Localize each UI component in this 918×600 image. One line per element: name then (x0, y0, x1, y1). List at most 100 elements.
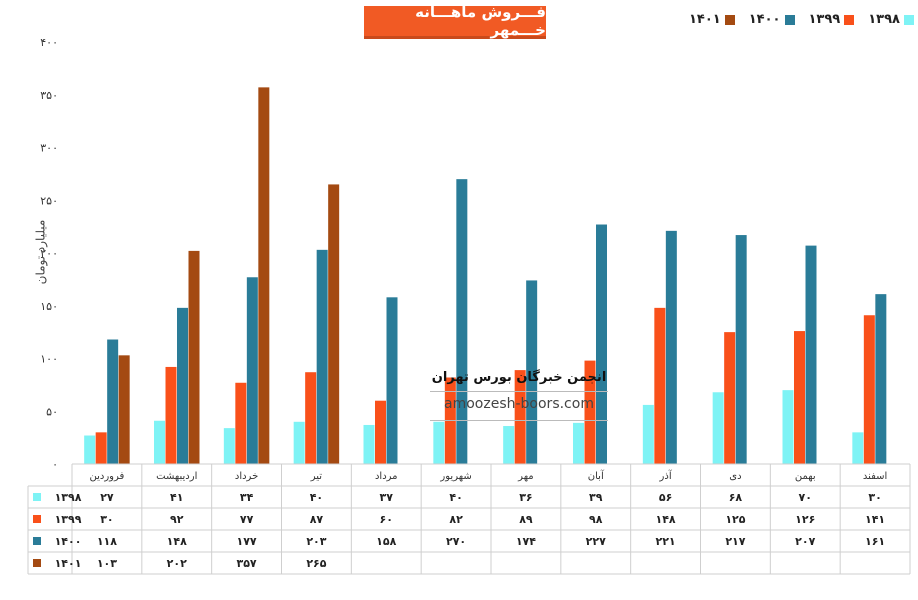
bar-۱۴۰۱-2 (258, 87, 270, 465)
data-label: ۲۰۲ (167, 557, 187, 570)
data-label: ۸۷ (310, 513, 324, 526)
legend: ۱۳۹۸ ۱۳۹۹ ۱۴۰۰ ۱۴۰۱ (689, 12, 914, 27)
bar-۱۴۰۰-3 (316, 249, 328, 464)
x-tick-label: بهمن (795, 471, 816, 482)
x-tick-label: فروردین (90, 471, 125, 482)
data-label: ۵۶ (659, 491, 672, 504)
bar-۱۴۰۱-1 (188, 250, 200, 464)
data-label: ۲۶۵ (306, 557, 326, 570)
table-series-label: ۱۳۹۹ (55, 513, 82, 526)
data-label: ۱۵۸ (376, 535, 396, 548)
bar-۱۳۹۸-8 (642, 404, 654, 464)
data-label: ۳۹ (589, 491, 603, 504)
table-legend-swatch (33, 493, 41, 501)
bar-۱۳۹۹-2 (235, 382, 247, 464)
legend-item-1399: ۱۳۹۹ (809, 12, 855, 27)
data-label: ۷۰ (799, 491, 812, 504)
bar-۱۴۰۰-11 (875, 294, 887, 464)
bar-۱۳۹۸-9 (712, 392, 724, 464)
data-label: ۸۹ (519, 513, 533, 526)
y-tick-label: ۰ (52, 458, 58, 471)
bar-۱۴۰۰-7 (596, 224, 607, 464)
x-tick-label: آبان (588, 469, 605, 482)
data-label: ۲۲۱ (656, 535, 676, 548)
bar-۱۳۹۹-4 (375, 400, 386, 464)
bar-۱۳۹۹-8 (654, 307, 666, 464)
y-tick-label: ۳۰۰ (40, 142, 58, 155)
data-label: ۳۰ (868, 491, 881, 504)
table-legend-swatch (33, 537, 41, 545)
bar-۱۴۰۰-0 (107, 339, 119, 464)
y-tick-label: ۳۵۰ (40, 89, 58, 102)
bar-۱۳۹۹-6 (514, 370, 526, 464)
data-label: ۱۷۴ (516, 535, 536, 548)
table-legend-swatch (33, 559, 41, 567)
watermark-title: انجمن خبرگان بورس تهران (431, 370, 607, 385)
data-label: ۱۷۷ (237, 535, 257, 548)
legend-label-1399: ۱۳۹۹ (808, 12, 841, 27)
legend-swatch-1399 (844, 14, 855, 25)
data-label: ۱۱۸ (97, 535, 117, 548)
x-tick-label: تیر (310, 471, 323, 482)
bar-۱۳۹۸-11 (852, 432, 864, 464)
data-label: ۷۷ (240, 513, 254, 526)
bar-۱۳۹۹-0 (95, 432, 107, 464)
data-label: ۳۰ (100, 513, 113, 526)
x-tick-label: اسفند (863, 471, 887, 482)
legend-label-1400: ۱۴۰۰ (748, 12, 781, 27)
bar-۱۴۰۰-4 (386, 297, 398, 464)
data-label: ۴۱ (170, 491, 183, 504)
data-label: ۹۸ (589, 513, 603, 526)
bar-۱۳۹۸-0 (84, 435, 96, 464)
bar-۱۴۰۱-3 (328, 184, 340, 465)
bar-۱۴۰۰-9 (735, 235, 747, 464)
watermark: انجمن خبرگان بورس تهران amoozesh-boors.c… (430, 370, 608, 421)
legend-item-1398: ۱۳۹۸ (868, 12, 914, 27)
table-series-label: ۱۳۹۸ (55, 491, 82, 504)
data-label: ۸۲ (449, 513, 463, 526)
data-label: ۲۷ (100, 491, 114, 504)
watermark-url: amoozesh-boors.com (430, 391, 608, 421)
data-label: ۶۸ (729, 491, 743, 504)
table-legend-swatch (33, 515, 41, 523)
y-tick-label: ۱۵۰ (40, 300, 58, 313)
data-label: ۶۰ (380, 513, 393, 526)
x-tick-label: شهریور (439, 471, 471, 482)
bar-۱۴۰۱-0 (118, 355, 130, 464)
data-label: ۱۴۸ (656, 513, 676, 526)
data-label: ۱۴۱ (865, 513, 885, 526)
bar-۱۴۰۰-5 (456, 179, 468, 464)
data-label: ۲۰۳ (306, 535, 326, 548)
legend-item-1401: ۱۴۰۱ (689, 12, 735, 27)
bar-۱۴۰۰-2 (246, 277, 258, 464)
data-label: ۱۲۵ (725, 513, 745, 526)
bar-۱۳۹۹-1 (165, 366, 177, 464)
bar-۱۴۰۰-1 (177, 307, 188, 464)
bar-۱۳۹۸-1 (154, 420, 165, 464)
bar-۱۳۹۹-3 (305, 372, 317, 464)
data-label: ۴۰ (449, 491, 462, 504)
x-tick-label: دی (729, 471, 741, 482)
data-label: ۳۷ (380, 491, 394, 504)
data-label: ۱۲۶ (795, 513, 815, 526)
legend-label-1398: ۱۳۹۸ (868, 12, 900, 27)
bar-۱۴۰۰-6 (526, 280, 538, 464)
data-label: ۳۴ (240, 491, 254, 504)
bar-۱۳۹۹-9 (724, 332, 736, 464)
x-tick-label: خرداد (235, 471, 258, 482)
bar-۱۳۹۹-10 (794, 331, 805, 464)
x-tick-label: مرداد (375, 471, 398, 482)
bar-۱۳۹۹-7 (584, 360, 596, 464)
x-tick-label: مهر (517, 471, 533, 482)
data-label: ۲۱۷ (725, 535, 745, 548)
bar-۱۳۹۸-7 (573, 422, 584, 464)
x-tick-label: اردیبهشت (156, 471, 197, 482)
y-tick-label: ۲۰۰ (40, 247, 58, 260)
data-label: ۲۰۷ (795, 535, 815, 548)
table-series-label: ۱۴۰۱ (55, 557, 82, 570)
bar-۱۳۹۹-11 (863, 315, 875, 464)
y-tick-label: ۱۰۰ (40, 353, 58, 366)
data-label: ۹۲ (170, 513, 184, 526)
legend-label-1401: ۱۴۰۱ (689, 12, 721, 27)
